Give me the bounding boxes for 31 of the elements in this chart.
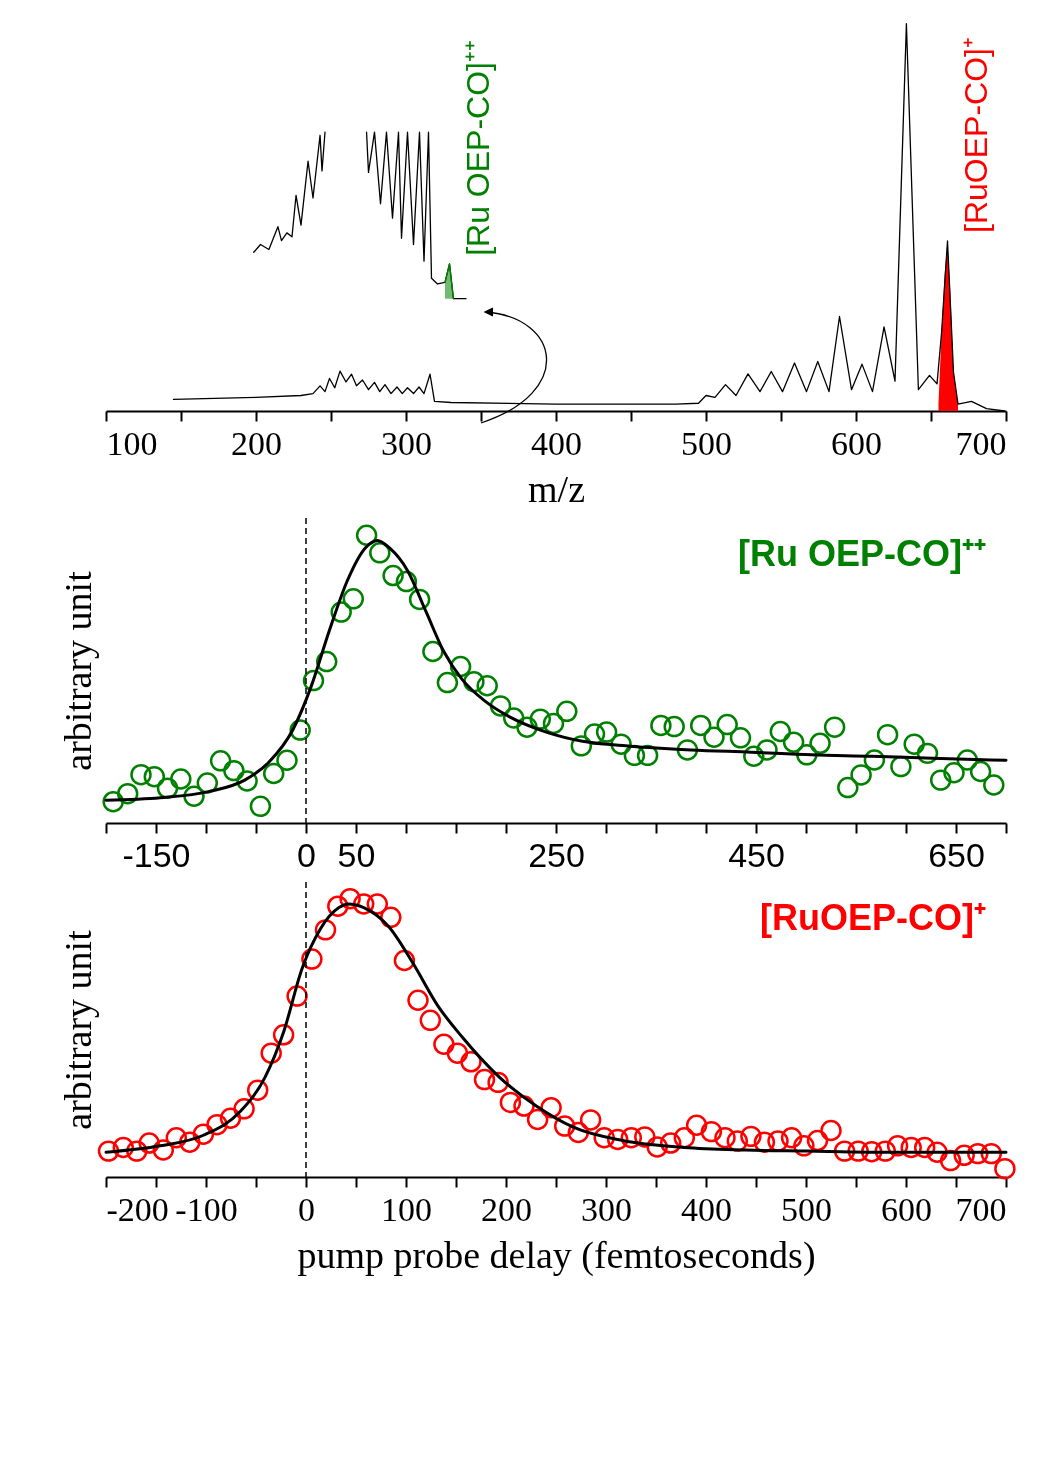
x-tick-label: 250: [528, 835, 585, 874]
x-tick-label: -150: [122, 835, 191, 874]
x-tick-label: 650: [928, 835, 985, 874]
x-axis-title: pump probe delay (femtoseconds): [297, 1233, 816, 1277]
x-tick-label: 600: [831, 424, 882, 462]
x-tick-label: 0: [297, 835, 316, 874]
x-tick-label: 100: [381, 1190, 432, 1228]
text: [Ru OEP-CO]⁺⁺: [738, 533, 986, 574]
x-tick-label: 200: [231, 424, 282, 462]
text: [RuOEP-CO]⁺: [760, 897, 986, 938]
x-tick-label: 50: [337, 835, 376, 874]
text: [RuOEP-CO]⁺: [957, 37, 994, 233]
x-tick-label: 450: [728, 835, 785, 874]
x-tick-label: 0: [298, 1190, 315, 1228]
x-tick-label: 700: [955, 1190, 1007, 1228]
x-tick-label: 100: [106, 424, 158, 462]
x-tick-label: -200: [106, 1190, 169, 1228]
x-tick-label: 400: [681, 1190, 732, 1228]
x-tick-label: 500: [781, 1190, 832, 1228]
x-tick-label: 500: [681, 424, 732, 462]
x-tick-label: -100: [175, 1190, 238, 1228]
x-tick-label: 300: [381, 424, 432, 462]
x-tick-label: 600: [881, 1190, 932, 1228]
x-axis-title: m/z: [528, 467, 585, 510]
x-tick-label: 200: [481, 1190, 532, 1228]
text: [Ru OEP-CO]⁺⁺: [459, 40, 496, 256]
y-axis-title: arbitrary unit: [56, 929, 99, 1130]
y-axis-title: arbitrary unit: [56, 570, 99, 771]
x-tick-label: 700: [955, 424, 1007, 462]
x-tick-label: 400: [531, 424, 582, 462]
x-tick-label: 300: [581, 1190, 632, 1228]
